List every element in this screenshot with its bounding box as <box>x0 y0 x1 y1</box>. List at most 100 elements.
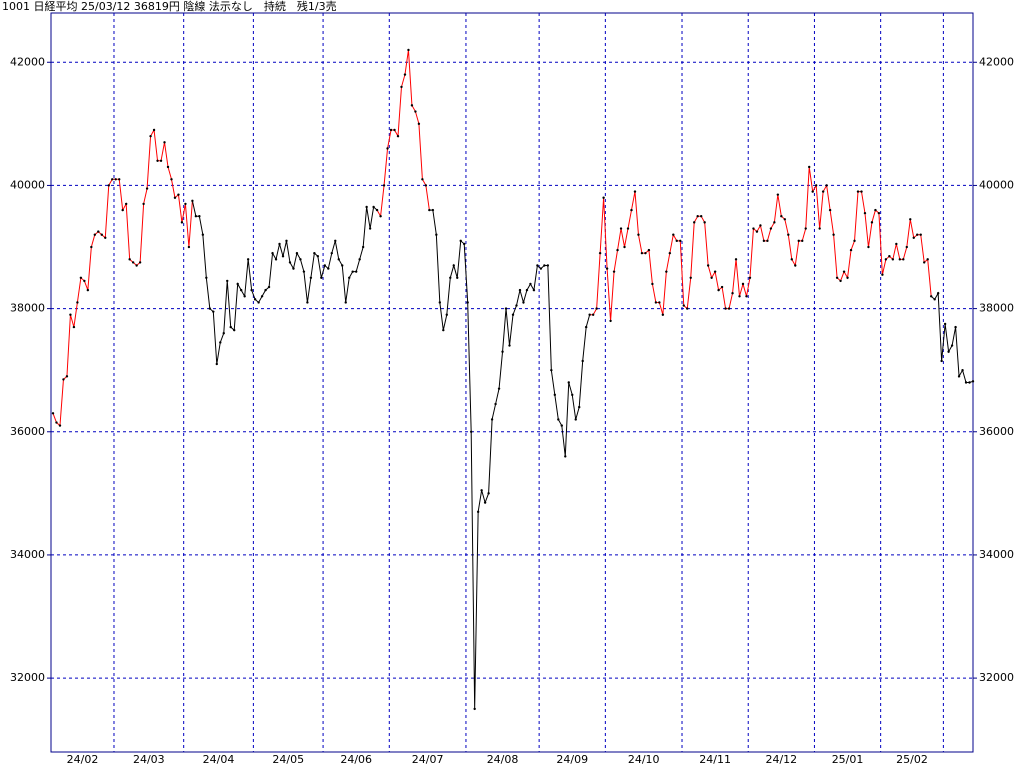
data-point <box>156 159 159 162</box>
data-point <box>459 239 462 243</box>
line-segment <box>191 200 378 365</box>
data-point <box>936 292 940 295</box>
data-point <box>159 159 163 162</box>
data-point <box>320 276 323 280</box>
data-point <box>191 199 194 203</box>
data-point <box>971 380 975 383</box>
data-point <box>727 307 731 310</box>
data-point <box>407 48 410 52</box>
x-tick-label: 24/03 <box>133 753 165 766</box>
data-point <box>271 251 274 255</box>
data-point <box>644 251 647 255</box>
data-point <box>818 227 821 230</box>
data-point <box>417 122 421 126</box>
data-point <box>550 368 553 372</box>
data-point <box>278 242 281 246</box>
data-point <box>365 205 368 209</box>
data-point <box>731 292 734 295</box>
data-point <box>553 393 557 397</box>
data-point <box>107 184 110 187</box>
data-point <box>637 233 640 236</box>
data-point <box>274 258 278 261</box>
data-point <box>672 233 675 236</box>
data-point <box>145 187 149 190</box>
data-point <box>487 492 490 495</box>
data-point <box>368 227 372 230</box>
data-point <box>187 245 191 249</box>
data-point <box>766 239 769 243</box>
data-point <box>783 218 787 221</box>
data-point <box>640 251 644 255</box>
data-point <box>557 418 560 421</box>
data-point <box>895 242 898 246</box>
data-point <box>379 215 382 218</box>
data-point <box>229 325 232 329</box>
data-point <box>943 322 947 326</box>
data-point <box>285 239 288 243</box>
data-point <box>609 319 612 323</box>
data-point <box>504 307 508 310</box>
data-point <box>665 270 668 273</box>
data-point <box>466 301 469 304</box>
data-point <box>414 110 417 113</box>
data-point <box>93 233 97 236</box>
data-point <box>62 378 65 381</box>
data-point <box>337 258 340 261</box>
x-tick-label: 24/12 <box>765 753 797 766</box>
data-point <box>693 221 696 224</box>
data-point <box>543 264 546 267</box>
data-point <box>65 375 69 378</box>
data-point <box>236 282 239 286</box>
data-point <box>780 215 783 218</box>
data-point <box>396 134 400 138</box>
data-point <box>954 325 957 329</box>
data-point <box>490 418 494 421</box>
data-point <box>790 258 793 261</box>
data-point <box>170 178 173 181</box>
data-point <box>874 208 877 212</box>
x-tick-label: 24/06 <box>340 753 372 766</box>
data-point <box>348 276 351 280</box>
data-point <box>804 227 807 230</box>
x-tick-label: 24/09 <box>556 753 588 766</box>
data-point <box>703 221 706 224</box>
data-point <box>382 184 386 187</box>
x-tick-label: 24/02 <box>67 753 99 766</box>
data-point <box>299 258 302 261</box>
data-point <box>194 215 198 218</box>
data-point <box>260 295 264 298</box>
data-point <box>811 190 814 193</box>
data-point <box>699 215 703 218</box>
y-tick-label: 32000 <box>979 671 1014 684</box>
data-point <box>233 328 236 332</box>
data-point <box>808 165 811 169</box>
data-point <box>605 267 609 270</box>
data-point <box>473 707 476 711</box>
data-point <box>372 205 375 209</box>
data-point <box>814 184 818 187</box>
data-point <box>647 248 651 252</box>
data-point <box>571 393 574 397</box>
x-tick-label: 24/05 <box>272 753 304 766</box>
y-tick-label: 38000 <box>10 302 45 315</box>
data-point <box>253 298 257 301</box>
data-point <box>773 221 776 224</box>
data-point <box>794 264 797 267</box>
data-point <box>567 381 570 384</box>
data-point <box>344 301 347 304</box>
data-point <box>511 313 515 316</box>
data-point <box>431 208 435 212</box>
data-point <box>410 104 414 107</box>
data-point <box>354 270 358 273</box>
line-segment <box>52 128 193 427</box>
data-point <box>828 208 832 212</box>
data-point <box>821 190 825 193</box>
data-point <box>947 350 950 353</box>
data-point <box>916 233 919 236</box>
data-point <box>313 251 316 255</box>
data-point <box>389 128 393 132</box>
line-segment <box>589 166 932 321</box>
data-point <box>463 242 466 246</box>
data-point <box>302 270 306 273</box>
